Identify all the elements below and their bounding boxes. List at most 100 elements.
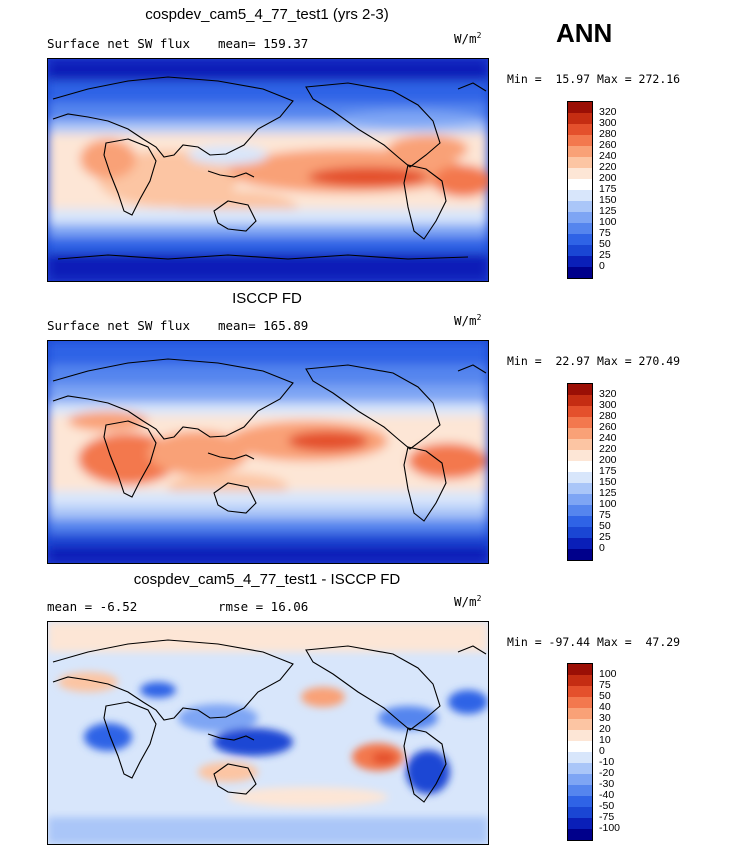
cbar-swatch xyxy=(568,135,592,146)
panel3-rmse: rmse = 16.06 xyxy=(218,599,309,614)
cbar-swatch xyxy=(568,818,592,829)
cbar-tick-label: 240 xyxy=(599,150,617,162)
panel3-units: W/m2 xyxy=(454,594,482,610)
panel1-minmax: Min = 15.97 Max = 272.16 xyxy=(507,72,681,86)
cbar-swatch xyxy=(568,763,592,774)
cbar-tick-label: 0 xyxy=(599,542,605,554)
cbar-swatch xyxy=(568,417,592,428)
cbar-tick-label: 175 xyxy=(599,465,617,477)
cbar-swatch xyxy=(568,752,592,763)
cbar-tick-label: 25 xyxy=(599,249,611,261)
cbar-swatch xyxy=(568,461,592,472)
panel3-coastlines xyxy=(52,639,487,803)
panel2-coastlines xyxy=(52,358,487,522)
season-label: ANN xyxy=(556,18,613,48)
cbar-tick-label: 75 xyxy=(599,227,611,239)
panel1-units: W/m2 xyxy=(454,31,482,47)
cbar-tick-label: 260 xyxy=(599,139,617,151)
cbar-swatch xyxy=(568,719,592,730)
panel2-variable-label: Surface net SW flux xyxy=(47,318,190,333)
cbar-swatch xyxy=(568,494,592,505)
cbar-swatch xyxy=(568,201,592,212)
cbar-tick-label: 50 xyxy=(599,238,611,250)
panel2-mean: mean= 165.89 xyxy=(218,318,309,333)
panel1-map xyxy=(47,58,489,282)
cbar-swatch xyxy=(568,505,592,516)
cbar-tick-label: 175 xyxy=(599,183,617,195)
panel2-map-svg xyxy=(48,341,488,563)
cbar-tick-label: 40 xyxy=(599,701,611,713)
panel2-title: ISCCP FD xyxy=(232,290,302,307)
cbar-swatch xyxy=(568,527,592,538)
panel2-colorbar: 320 300 280 260 240 220 200 175 150 125 … xyxy=(567,383,617,561)
cbar-swatch xyxy=(568,190,592,201)
panel1-variable-label: Surface net SW flux xyxy=(47,36,190,51)
cbar-swatch xyxy=(568,146,592,157)
cbar-tick-label: 320 xyxy=(599,388,617,400)
cbar-tick-label: 100 xyxy=(599,216,617,228)
panel1-colorbar-box xyxy=(567,101,593,279)
panel3-colorbar: 100 75 50 40 30 20 10 0 -10 -20 -30 -40 … xyxy=(567,663,620,841)
cbar-tick-label: -20 xyxy=(599,767,615,779)
cbar-tick-label: -30 xyxy=(599,778,615,790)
cbar-swatch xyxy=(568,245,592,256)
cbar-tick-label: 0 xyxy=(599,745,605,757)
cbar-tick-label: 150 xyxy=(599,194,617,206)
panel2-map xyxy=(47,340,489,564)
cbar-swatch xyxy=(568,796,592,807)
panel3-title: cospdev_cam5_4_77_test1 - ISCCP FD xyxy=(133,571,401,588)
cbar-swatch xyxy=(568,406,592,417)
cbar-tick-label: -40 xyxy=(599,789,615,801)
cbar-tick-label: -100 xyxy=(599,822,621,834)
cbar-tick-label: 300 xyxy=(599,117,617,129)
cbar-swatch xyxy=(568,113,592,124)
cbar-swatch xyxy=(568,675,592,686)
panel1-colorbar: 320 300 280 260 240 220 200 175 150 125 … xyxy=(567,101,617,279)
cbar-swatch xyxy=(568,664,592,675)
cbar-tick-label: 20 xyxy=(599,723,611,735)
panel1-coastlines xyxy=(52,76,487,260)
cbar-swatch xyxy=(568,785,592,796)
cbar-swatch xyxy=(568,439,592,450)
cbar-swatch xyxy=(568,730,592,741)
cbar-swatch xyxy=(568,686,592,697)
cbar-swatch xyxy=(568,395,592,406)
panel3-mean: mean = -6.52 xyxy=(47,599,138,614)
cbar-tick-label: 100 xyxy=(599,498,617,510)
cbar-tick-label: 125 xyxy=(599,205,617,217)
cbar-tick-label: 30 xyxy=(599,712,611,724)
cbar-tick-label: 50 xyxy=(599,690,611,702)
panel1-title: cospdev_cam5_4_77_test1 (yrs 2-3) xyxy=(145,6,389,23)
cbar-swatch xyxy=(568,450,592,461)
cbar-swatch xyxy=(568,157,592,168)
cbar-swatch xyxy=(568,774,592,785)
cbar-swatch xyxy=(568,472,592,483)
cbar-swatch xyxy=(568,538,592,549)
cbar-swatch xyxy=(568,483,592,494)
cbar-swatch xyxy=(568,179,592,190)
cbar-swatch xyxy=(568,428,592,439)
cbar-swatch xyxy=(568,223,592,234)
cbar-swatch xyxy=(568,267,592,278)
cbar-tick-label: 280 xyxy=(599,410,617,422)
panel2-units: W/m2 xyxy=(454,313,482,329)
cbar-tick-label: 10 xyxy=(599,734,611,746)
panel3-minmax: Min = -97.44 Max = 47.29 xyxy=(507,635,681,649)
cbar-tick-label: 150 xyxy=(599,476,617,488)
panel1-mean: mean= 159.37 xyxy=(218,36,309,51)
cbar-swatch xyxy=(568,741,592,752)
cbar-tick-label: 240 xyxy=(599,432,617,444)
cbar-swatch xyxy=(568,212,592,223)
cbar-tick-label: 220 xyxy=(599,161,617,173)
cbar-swatch xyxy=(568,168,592,179)
cbar-tick-label: -10 xyxy=(599,756,615,768)
cbar-tick-label: 280 xyxy=(599,128,617,140)
panel2-minmax: Min = 22.97 Max = 270.49 xyxy=(507,354,681,368)
cbar-tick-label: 260 xyxy=(599,421,617,433)
cbar-swatch xyxy=(568,384,592,395)
cbar-swatch xyxy=(568,708,592,719)
cbar-tick-label: 320 xyxy=(599,106,617,118)
cbar-tick-label: 50 xyxy=(599,520,611,532)
cbar-swatch xyxy=(568,234,592,245)
cbar-swatch xyxy=(568,697,592,708)
